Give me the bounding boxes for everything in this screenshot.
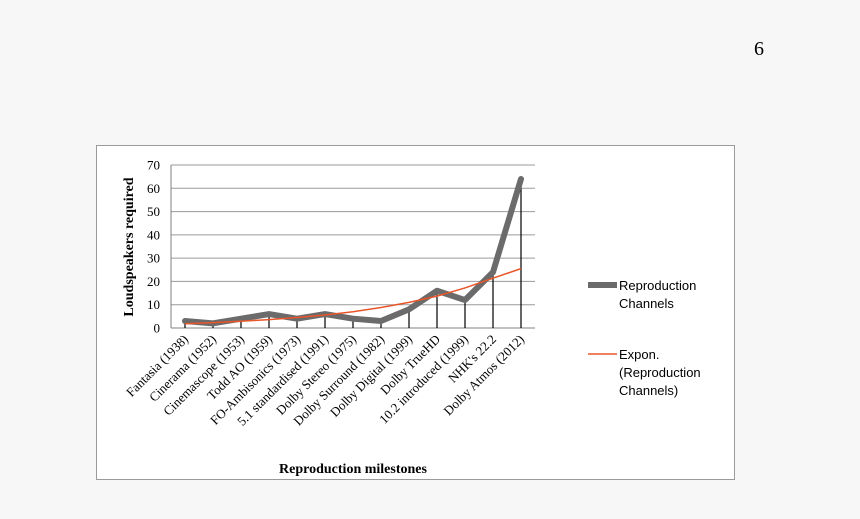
- y-tick-label: 60: [147, 181, 160, 196]
- legend-label-reproduction-channels: Reproduction: [619, 278, 696, 293]
- legend-label-exponential-trend: (Reproduction: [619, 365, 701, 380]
- y-tick-label: 10: [147, 297, 160, 312]
- chart-container: 0 10 20 30 40 50 60 70 Fantasia (1938) Cinerama (…: [96, 145, 735, 480]
- x-axis-title: Reproduction milestones: [279, 462, 427, 477]
- series-line-reproduction-channels: [182, 175, 524, 327]
- y-tick-label: 50: [147, 204, 160, 219]
- y-tick-label: 70: [147, 158, 160, 173]
- page-number: 6: [754, 38, 764, 60]
- legend-label-reproduction-channels: Channels: [619, 296, 674, 311]
- y-tick-label: 40: [147, 227, 160, 242]
- series-line-exponential-trend: [184, 267, 522, 325]
- y-axis-title: Loudspeakers required: [122, 177, 137, 316]
- legend-label-exponential-trend: Expon.: [619, 347, 659, 362]
- y-tick-label: 20: [147, 274, 160, 289]
- y-tick-label: 30: [147, 251, 160, 266]
- legend-label-exponential-trend: Channels): [619, 383, 678, 398]
- y-tick-label: 0: [154, 321, 161, 336]
